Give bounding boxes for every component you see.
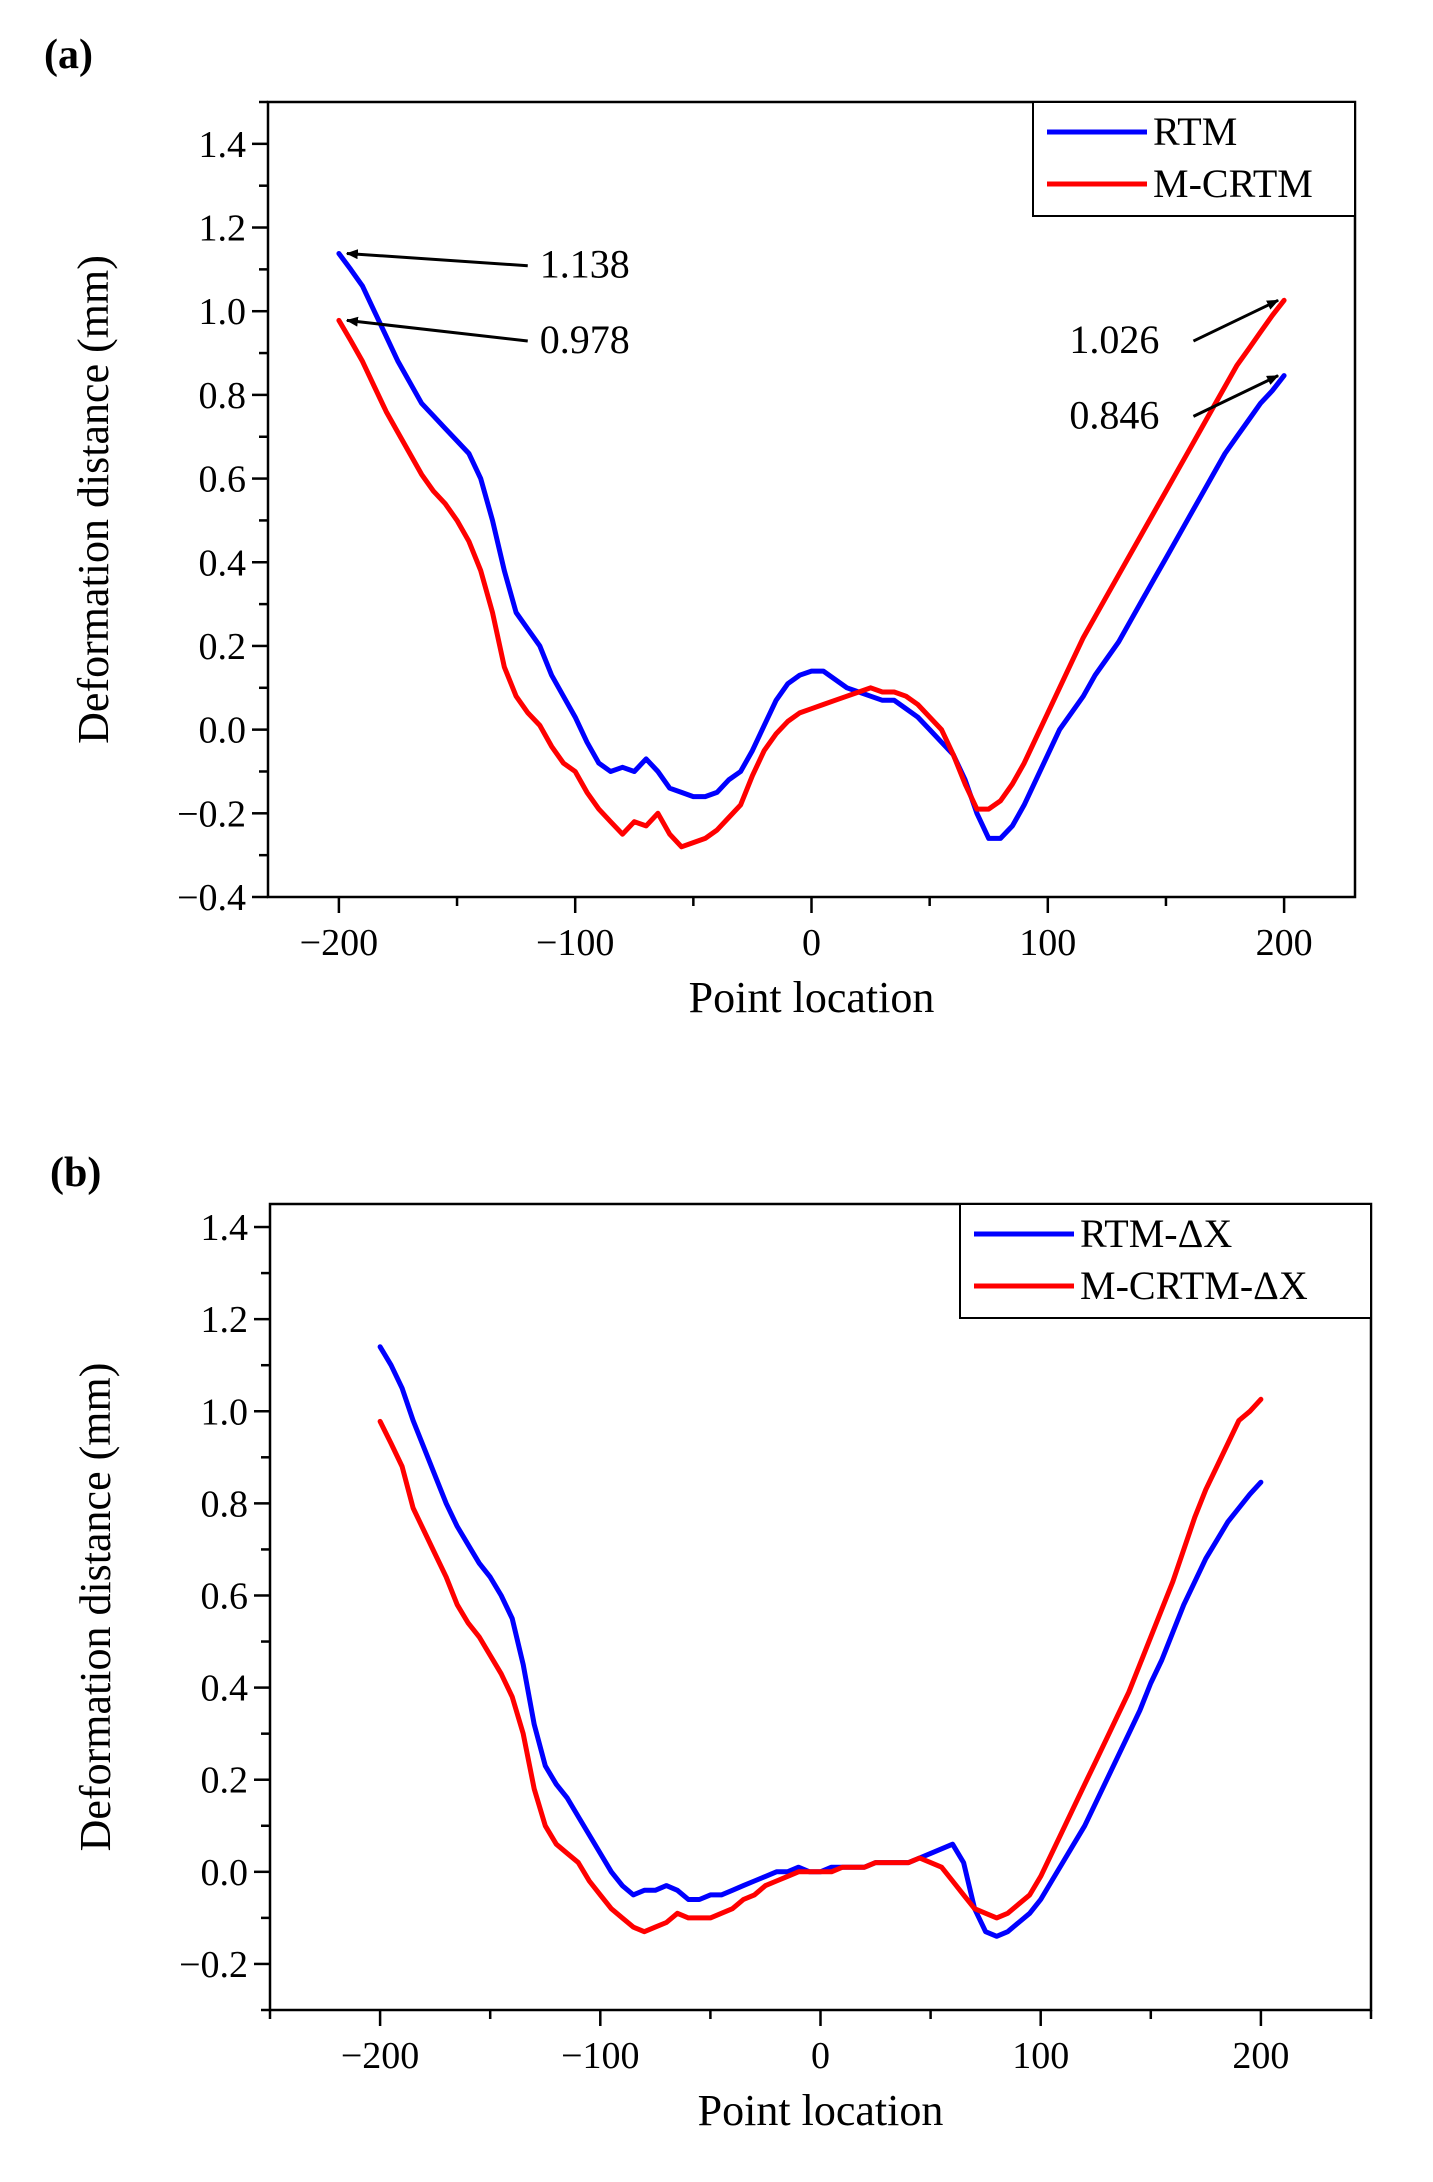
y-tick-label: 0.8 [201, 1483, 249, 1525]
series-line-m-crtm-x [377, 1396, 1264, 1935]
legend: RTM M-CRTM [1032, 101, 1356, 217]
x-tick-label: −100 [561, 2035, 639, 2077]
legend: RTM-ΔX M-CRTM-ΔX [959, 1203, 1372, 1319]
annotation-label: 0.978 [540, 317, 630, 362]
y-axis-label: Deformation distance (mm) [71, 1363, 120, 1852]
y-tick-label: −0.2 [179, 1944, 248, 1986]
series-line-rtm [336, 251, 1287, 841]
x-tick-label: 0 [811, 2035, 830, 2077]
chart-panel-b: (b) −200 −100 0 100 200 −0.2 0.0 0.2 0.4 0.6 0.8 1.0… [50, 1150, 1373, 2135]
y-tick-label: 0.0 [201, 1852, 249, 1894]
y-tick-label: 0.6 [199, 459, 247, 501]
x-tick-label: −100 [536, 922, 614, 964]
y-tick-label: 0.2 [201, 1760, 249, 1802]
y-tick-label: 1.4 [201, 1207, 249, 1249]
x-tick-label: 0 [802, 922, 821, 964]
legend-box [1032, 101, 1356, 217]
legend-label: M-CRTM-ΔX [1080, 1263, 1308, 1308]
x-tick-label: −200 [300, 922, 378, 964]
y-tick-label: 1.4 [199, 124, 247, 166]
legend-label: RTM-ΔX [1080, 1211, 1232, 1256]
y-tick-label: 0.6 [201, 1575, 249, 1617]
x-axis-label: Point location [698, 2086, 944, 2135]
annotation-arrow [345, 316, 528, 343]
y-tick-label: 1.2 [201, 1299, 249, 1341]
y-tick-label: −0.2 [177, 793, 246, 835]
y-tick-label: −0.4 [177, 877, 246, 919]
x-tick-label: −200 [341, 2035, 419, 2077]
annotation-arrow [1192, 374, 1280, 418]
series-line-rtm-x [377, 1344, 1264, 1939]
legend-box [959, 1203, 1372, 1319]
chart-panel-a: (a) −200 −100 0 100 200 −0.4 −0.2 0.0 0.2 0.4 0.6 0.… [44, 32, 1357, 1022]
annotation-label: 1.138 [540, 242, 630, 287]
y-tick-label: 1.0 [201, 1391, 249, 1433]
plot-frame [266, 100, 1357, 899]
y-tick-label: 0.4 [199, 542, 247, 584]
annotation-arrow [345, 249, 528, 268]
y-tick-label: 0.8 [199, 375, 247, 417]
x-tick-label: 200 [1256, 922, 1313, 964]
legend-label: M-CRTM [1153, 161, 1313, 206]
y-tick-label: 1.0 [199, 291, 247, 333]
y-tick-label: 0.4 [201, 1668, 249, 1710]
legend-label: RTM [1153, 109, 1237, 154]
x-tick-label: 200 [1232, 2035, 1289, 2077]
annotation-label: 1.026 [1069, 317, 1159, 362]
y-tick-label: 0.0 [199, 710, 247, 752]
y-tick-label: 1.2 [199, 208, 247, 250]
x-tick-label: 100 [1012, 2035, 1069, 2077]
y-axis-label: Deformation distance (mm) [69, 255, 118, 744]
plot-frame [268, 1202, 1373, 2012]
panel-label: (a) [44, 32, 93, 78]
series-line-m-crtm [336, 297, 1287, 850]
annotation-arrow [1192, 298, 1280, 343]
x-tick-label: 100 [1019, 922, 1076, 964]
panel-label: (b) [50, 1150, 101, 1196]
x-axis-label: Point location [689, 973, 935, 1022]
y-tick-label: 0.2 [199, 626, 247, 668]
annotation-label: 0.846 [1069, 392, 1159, 437]
